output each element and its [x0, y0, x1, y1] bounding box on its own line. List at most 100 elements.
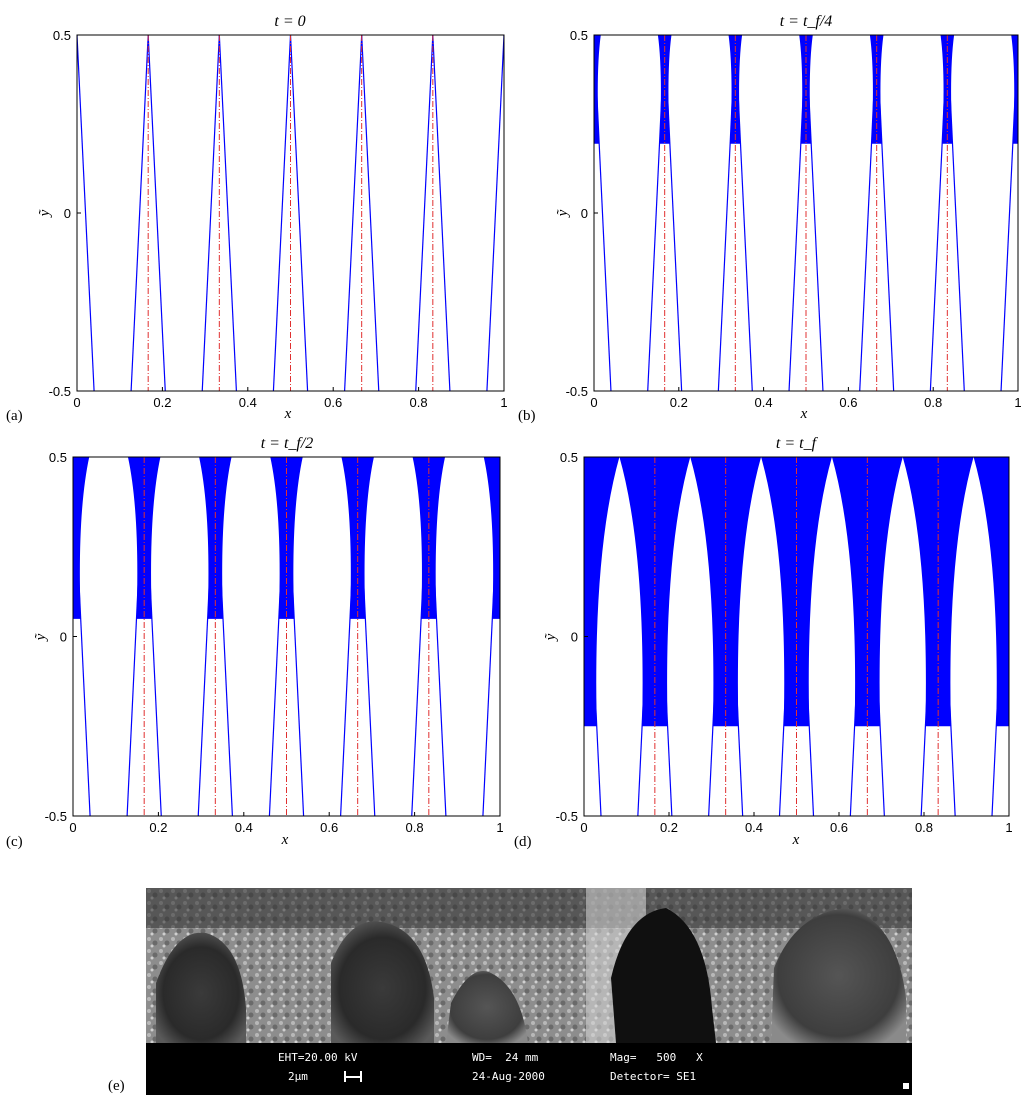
panel-d: t = t_f (d) x ỹ 0 0.2 0.4 0.6 0.8 1-0.500.5	[514, 435, 1013, 850]
interface-line	[788, 35, 807, 391]
interface-line	[991, 457, 1009, 816]
interface-line	[361, 35, 380, 391]
sem-scale-bar-icon	[344, 1071, 362, 1082]
y-tick-label: 0	[64, 206, 71, 221]
interface-line	[849, 457, 868, 816]
sem-micrograph-image	[146, 888, 912, 1043]
panel-b-ylabel: ỹ	[555, 209, 571, 218]
x-tick-label: 0.8	[410, 395, 428, 410]
interface-line	[503, 35, 504, 48]
interface-line	[201, 35, 220, 391]
y-tick-label: 0.5	[53, 28, 71, 43]
interface-fill	[483, 457, 500, 619]
panel-d-tag: (d)	[514, 834, 532, 850]
y-tick-label: 0.5	[570, 28, 588, 43]
panel-c-title: t = t_f/2	[261, 435, 314, 452]
interface-line	[415, 35, 434, 391]
y-tick-label: -0.5	[49, 384, 71, 399]
interface-line	[795, 457, 815, 816]
sem-detector-text: Detector= SE1	[610, 1070, 697, 1083]
interface-line	[272, 35, 292, 391]
interface-line	[859, 35, 878, 391]
interface-line	[340, 457, 359, 816]
interface-line	[654, 457, 673, 816]
y-tick-label: -0.5	[45, 809, 67, 824]
x-tick-label: 0	[73, 395, 80, 410]
x-tick-label: 0.2	[153, 395, 171, 410]
interface-line	[499, 457, 500, 470]
sem-date-text: 24-Aug-2000	[472, 1070, 545, 1083]
interface-line	[734, 35, 753, 391]
interface-fill	[584, 457, 620, 727]
x-tick-label: 0.4	[755, 395, 773, 410]
sem-wd-text: WD= 24 mm	[472, 1051, 539, 1064]
y-tick-label: 0	[581, 206, 588, 221]
plot-area	[77, 35, 504, 391]
y-tick-label: 0	[571, 630, 578, 645]
sem-micrograph-panel: EHT=20.00 kV WD= 24 mm Mag= 500 X 2µm 24…	[146, 888, 912, 1095]
x-tick-label: 0.2	[149, 820, 167, 835]
interface-line	[637, 457, 656, 816]
interface-line	[1008, 457, 1009, 470]
x-tick-label: 0.4	[235, 820, 253, 835]
x-tick-label: 0.6	[320, 820, 338, 835]
interface-line	[77, 35, 95, 391]
x-tick-label: 0.2	[670, 395, 688, 410]
y-tick-label: 0.5	[49, 450, 67, 465]
x-tick-label: 0.8	[406, 820, 424, 835]
interface-line	[486, 35, 504, 391]
interface-line	[584, 457, 602, 816]
interface-line	[647, 35, 666, 391]
panel-e-tag: (e)	[108, 1078, 125, 1094]
interface-line	[664, 35, 683, 391]
interface-line	[143, 457, 162, 816]
interface-line	[778, 457, 798, 816]
x-tick-label: 0.8	[924, 395, 942, 410]
interface-line	[218, 35, 237, 391]
panel-c-xlabel: x	[281, 832, 289, 848]
x-tick-label: 1	[500, 395, 507, 410]
panel-b-xlabel: x	[800, 406, 808, 422]
interface-line	[594, 35, 612, 391]
interface-line	[147, 35, 166, 391]
panel-c: t = t_f/2 (c) x ỹ 0 0.2 0.4 0.6 0.8 1-0.500.5	[6, 435, 504, 850]
interface-line	[432, 35, 451, 391]
interface-fill	[973, 457, 1009, 727]
panel-b-tag: (b)	[518, 408, 536, 424]
interface-line	[920, 457, 939, 816]
x-tick-label: 0.6	[830, 820, 848, 835]
interface-line	[876, 35, 895, 391]
y-tick-label: -0.5	[566, 384, 588, 399]
interface-line	[1017, 35, 1018, 48]
interface-line	[130, 35, 149, 391]
sem-eht-text: EHT=20.00 kV	[278, 1051, 358, 1064]
interface-line	[214, 457, 233, 816]
panel-a-xlabel: x	[284, 406, 292, 422]
y-tick-label: -0.5	[556, 809, 578, 824]
sem-info-bar: EHT=20.00 kV WD= 24 mm Mag= 500 X 2µm 24…	[146, 1043, 912, 1095]
panel-d-xlabel: x	[792, 832, 800, 848]
interface-line	[344, 35, 363, 391]
interface-line	[937, 457, 956, 816]
y-tick-label: 0.5	[560, 450, 578, 465]
x-tick-label: 0	[580, 820, 587, 835]
panel-a-tag: (a)	[6, 408, 23, 424]
interface-line	[357, 457, 376, 816]
sem-corner-mark	[903, 1083, 909, 1089]
interface-line	[708, 457, 727, 816]
panel-a: t = 0 (a) x ỹ 0 0.2 0.4 0.6 0.8 1-0.500.5	[6, 13, 508, 424]
y-tick-label: 0	[60, 630, 67, 645]
plot-area	[584, 457, 1009, 816]
x-tick-label: 1	[1005, 820, 1012, 835]
x-tick-label: 0.6	[324, 395, 342, 410]
interface-line	[866, 457, 885, 816]
sem-mag-text: Mag= 500 X	[610, 1051, 703, 1064]
plot-area	[73, 457, 500, 816]
sem-scale-text: 2µm	[288, 1070, 308, 1083]
panel-a-title: t = 0	[274, 13, 305, 30]
interface-line	[482, 457, 500, 816]
panel-b: t = t_f/4 (b) x ỹ 0 0.2 0.4 0.6 0.8 1-0.500.5	[518, 13, 1022, 424]
x-tick-label: 1	[496, 820, 503, 835]
x-tick-label: 0.8	[915, 820, 933, 835]
interface-line	[805, 35, 824, 391]
